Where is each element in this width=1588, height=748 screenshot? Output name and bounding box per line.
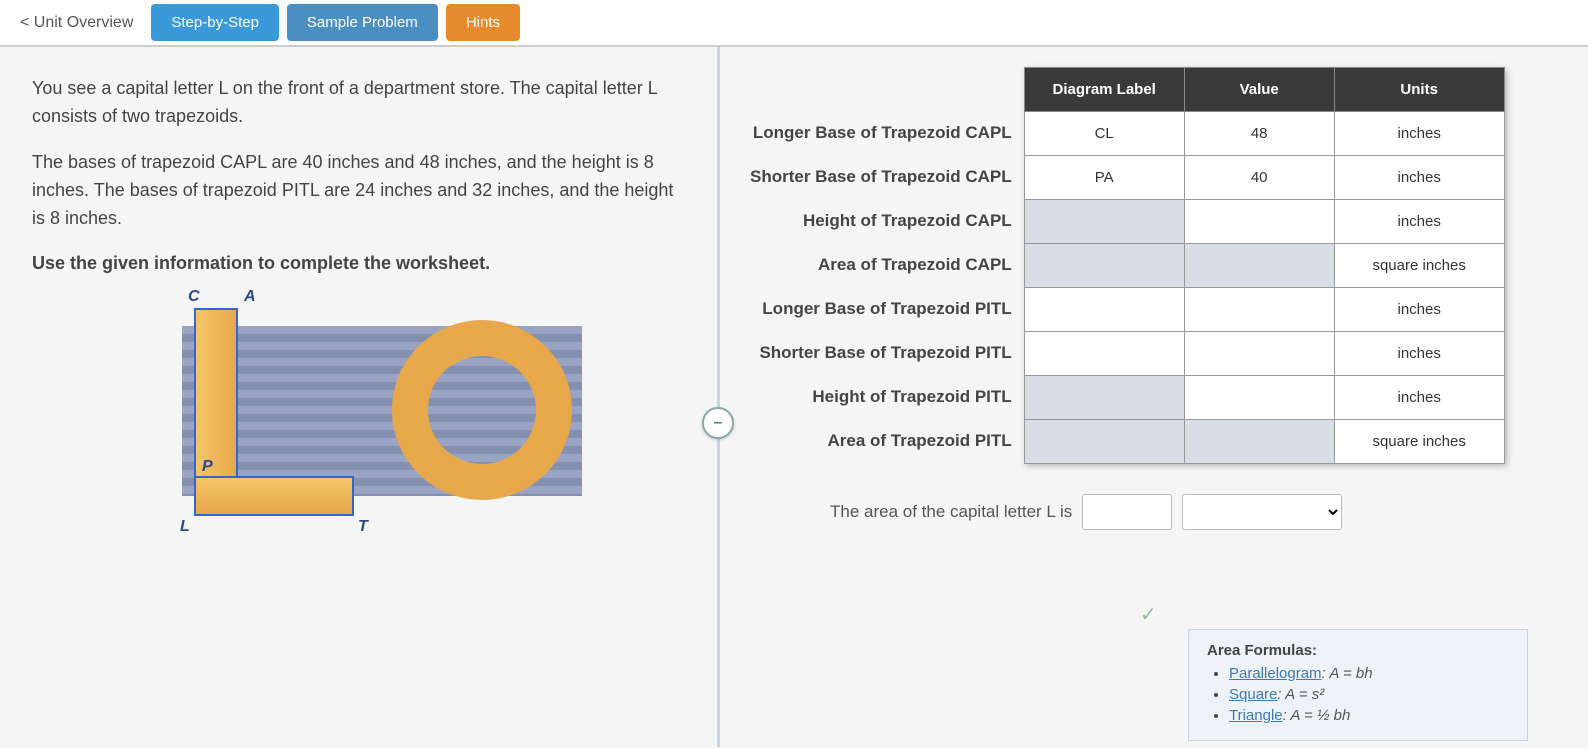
units-cell: square inches [1334, 420, 1504, 464]
letter-l-vertical [194, 308, 238, 502]
table-header-row: Diagram Label Value Units [1024, 68, 1504, 112]
worksheet-table-area: Longer Base of Trapezoid CAPLShorter Bas… [750, 67, 1558, 464]
worksheet-table: Diagram Label Value Units CL48inchesPA40… [1024, 67, 1505, 464]
row-label: Area of Trapezoid PITL [827, 419, 1011, 463]
sample-problem-button[interactable]: Sample Problem [287, 4, 438, 41]
top-navigation: < Unit Overview Step-by-Step Sample Prob… [0, 0, 1588, 47]
point-p-label: P [202, 458, 213, 476]
row-label: Height of Trapezoid PITL [812, 375, 1011, 419]
header-diagram-label: Diagram Label [1024, 68, 1184, 112]
hints-button[interactable]: Hints [446, 4, 520, 41]
diagram-label-cell[interactable] [1024, 420, 1184, 464]
minus-icon: – [714, 414, 723, 432]
units-cell: inches [1334, 332, 1504, 376]
row-label: Area of Trapezoid CAPL [818, 243, 1012, 287]
unit-overview-link[interactable]: < Unit Overview [10, 8, 143, 38]
value-cell: 40 [1184, 156, 1334, 200]
table-row: inches [1024, 332, 1504, 376]
formula-equation: : A = s² [1277, 686, 1324, 703]
problem-panel: You see a capital letter L on the front … [0, 47, 720, 747]
row-label: Height of Trapezoid CAPL [803, 199, 1012, 243]
table-row: inches [1024, 200, 1504, 244]
worksheet-panel: – Longer Base of Trapezoid CAPLShorter B… [720, 47, 1588, 747]
units-cell: inches [1334, 288, 1504, 332]
final-answer-row: The area of the capital letter L is [830, 494, 1558, 530]
row-label: Shorter Base of Trapezoid CAPL [750, 155, 1012, 199]
problem-paragraph-2: The bases of trapezoid CAPL are 40 inche… [32, 149, 685, 233]
letter-o-shape [392, 320, 572, 500]
formula-equation: : A = ½ bh [1283, 707, 1351, 724]
diagram-label-cell: CL [1024, 112, 1184, 156]
diagram-label-cell: PA [1024, 156, 1184, 200]
formula-link[interactable]: Square [1229, 686, 1277, 703]
value-cell[interactable] [1184, 332, 1334, 376]
row-labels-column: Longer Base of Trapezoid CAPLShorter Bas… [750, 67, 1024, 463]
formula-equation: : A = bh [1322, 665, 1373, 682]
diagram-label-cell[interactable] [1024, 332, 1184, 376]
table-row: CL48inches [1024, 112, 1504, 156]
point-l-label: L [180, 518, 190, 536]
table-row: square inches [1024, 244, 1504, 288]
table-row: PA40inches [1024, 156, 1504, 200]
problem-instruction: Use the given information to complete th… [32, 250, 685, 278]
formula-link[interactable]: Parallelogram [1229, 665, 1322, 682]
checkmark-icon: ✓ [1140, 602, 1157, 627]
point-t-label: T [358, 518, 368, 536]
problem-paragraph-1: You see a capital letter L on the front … [32, 75, 685, 131]
formula-link[interactable]: Triangle [1229, 707, 1283, 724]
diagram-label-cell[interactable] [1024, 200, 1184, 244]
step-by-step-button[interactable]: Step-by-Step [151, 4, 279, 41]
diagram-label-cell[interactable] [1024, 288, 1184, 332]
letter-l-horizontal [194, 476, 354, 516]
answer-value-input[interactable] [1082, 494, 1172, 530]
formulas-title: Area Formulas: [1207, 642, 1509, 659]
formula-item: Parallelogram: A = bh [1229, 665, 1509, 682]
value-cell[interactable] [1184, 376, 1334, 420]
formula-item: Square: A = s² [1229, 686, 1509, 703]
units-cell: inches [1334, 376, 1504, 420]
units-cell: inches [1334, 156, 1504, 200]
formula-item: Triangle: A = ½ bh [1229, 707, 1509, 724]
row-label: Longer Base of Trapezoid PITL [762, 287, 1011, 331]
value-cell[interactable] [1184, 244, 1334, 288]
main-content: You see a capital letter L on the front … [0, 47, 1588, 747]
row-label: Shorter Base of Trapezoid PITL [759, 331, 1011, 375]
answer-prompt: The area of the capital letter L is [830, 502, 1072, 522]
header-value: Value [1184, 68, 1334, 112]
answer-units-select[interactable] [1182, 494, 1342, 530]
table-row: inches [1024, 376, 1504, 420]
units-cell: inches [1334, 112, 1504, 156]
area-formulas-box: Area Formulas: Parallelogram: A = bh Squa… [1188, 629, 1528, 741]
value-cell[interactable] [1184, 288, 1334, 332]
table-row: inches [1024, 288, 1504, 332]
collapse-panel-button[interactable]: – [702, 407, 734, 439]
point-c-label: C [188, 288, 200, 306]
units-cell: inches [1334, 200, 1504, 244]
diagram-label-cell[interactable] [1024, 244, 1184, 288]
diagram-illustration: C A P L T [152, 296, 592, 536]
value-cell[interactable] [1184, 420, 1334, 464]
point-a-label: A [244, 288, 256, 306]
diagram-label-cell[interactable] [1024, 376, 1184, 420]
value-cell[interactable] [1184, 200, 1334, 244]
row-label: Longer Base of Trapezoid CAPL [753, 111, 1012, 155]
header-units: Units [1334, 68, 1504, 112]
table-row: square inches [1024, 420, 1504, 464]
units-cell: square inches [1334, 244, 1504, 288]
value-cell: 48 [1184, 112, 1334, 156]
